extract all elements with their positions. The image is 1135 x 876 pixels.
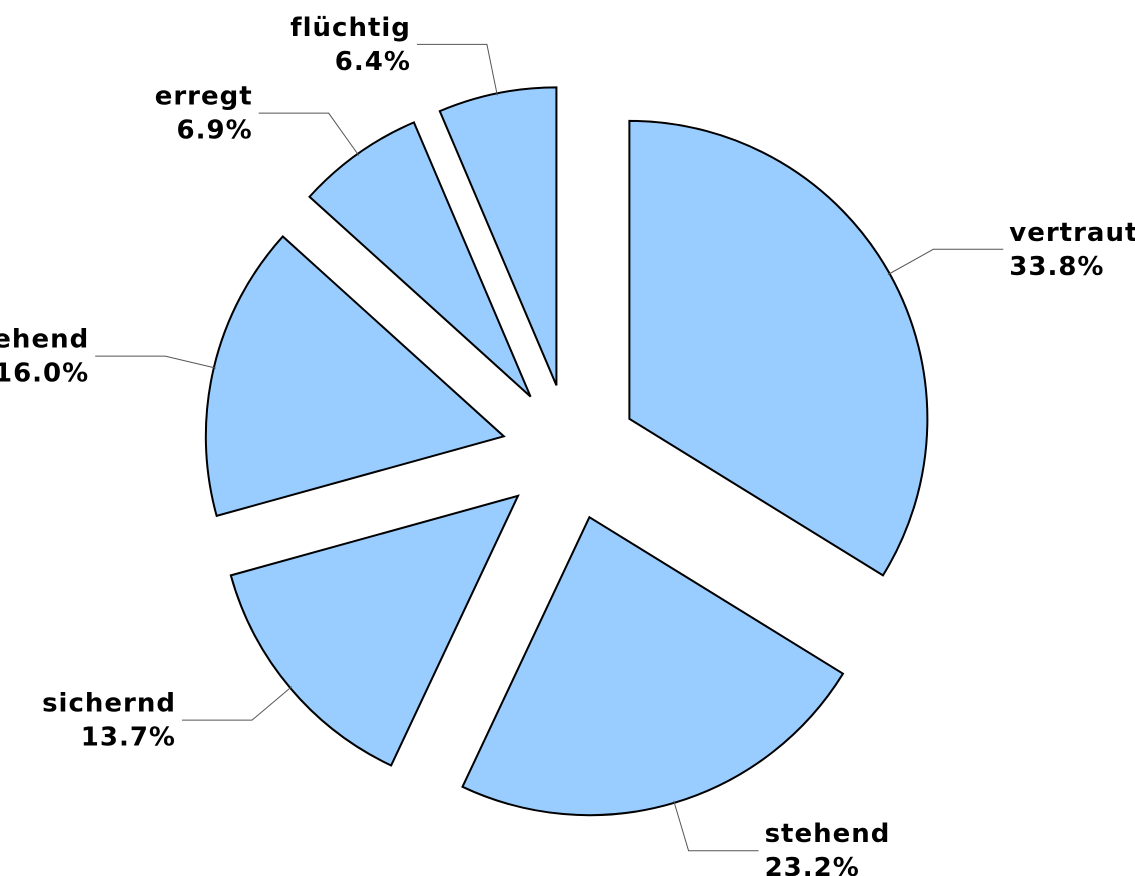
leader-line bbox=[181, 686, 293, 721]
slice-label: flüchtig bbox=[290, 13, 411, 43]
slice-value-label: 13.7% bbox=[81, 723, 176, 753]
leader-line bbox=[673, 800, 759, 852]
leader-line bbox=[416, 43, 498, 96]
pie-slice bbox=[461, 515, 845, 817]
slice-value-label: 6.9% bbox=[177, 116, 253, 146]
slice-value-label: 16.0% bbox=[0, 359, 89, 389]
slice-label: erregt bbox=[155, 82, 253, 112]
leader-line bbox=[95, 355, 216, 369]
slice-value-label: 33.8% bbox=[1009, 252, 1104, 282]
slice-label: stehend bbox=[765, 819, 891, 849]
slice-label: vertraut bbox=[1009, 218, 1135, 248]
slice-label: ziehend bbox=[0, 325, 89, 355]
pie-slice bbox=[628, 119, 929, 577]
slice-value-label: 23.2% bbox=[765, 853, 860, 876]
slice-value-label: 6.4% bbox=[335, 47, 411, 77]
leader-line bbox=[887, 248, 1004, 276]
pie-slice bbox=[229, 494, 520, 767]
slice-label: sichernd bbox=[42, 689, 176, 719]
leader-line bbox=[258, 112, 360, 156]
